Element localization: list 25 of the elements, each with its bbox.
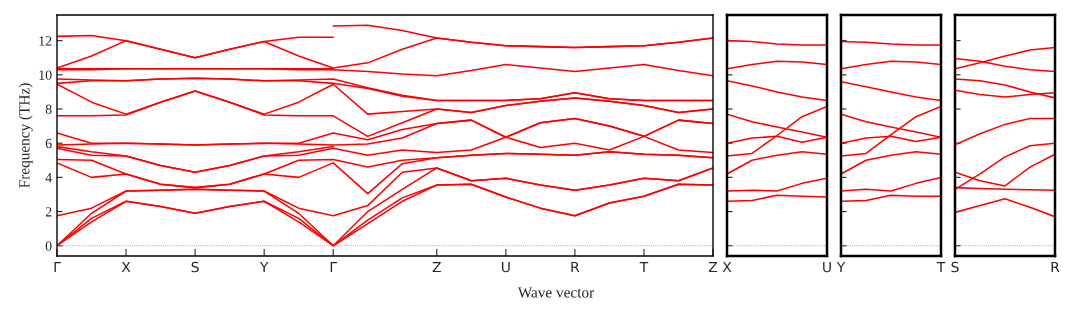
y-tick-label: 8 bbox=[45, 104, 52, 114]
x-tick-label: T bbox=[639, 261, 649, 273]
x-tick-label: R bbox=[1051, 261, 1060, 273]
x-tick-label: X bbox=[121, 261, 131, 273]
x-tick-label: U bbox=[501, 261, 510, 273]
x-tick-label: U bbox=[823, 261, 831, 273]
y-tick-label: 4 bbox=[45, 173, 52, 183]
x-tick-label: T bbox=[936, 261, 946, 273]
x-tick-label: S bbox=[191, 261, 199, 273]
y-tick-label: 10 bbox=[39, 70, 52, 80]
x-tick-label: Z bbox=[708, 261, 718, 273]
x-tick-label: Γ bbox=[330, 261, 337, 273]
y-tick-label: 2 bbox=[45, 207, 52, 217]
y-axis-title: Frequency (THz) bbox=[18, 83, 33, 188]
x-tick-label: Y bbox=[259, 261, 269, 273]
y-tick-label: 6 bbox=[45, 138, 52, 149]
x-tick-label: Γ bbox=[54, 261, 61, 273]
x-tick-label: X bbox=[722, 261, 732, 273]
x-axis-title: Wave vector bbox=[517, 287, 595, 298]
x-tick-label: S bbox=[951, 261, 959, 273]
x-tick-label: Y bbox=[836, 261, 846, 273]
y-tick-label: 0 bbox=[45, 241, 52, 251]
x-tick-label: R bbox=[571, 261, 580, 273]
x-tick-label: Z bbox=[432, 261, 441, 273]
y-tick-label: 12 bbox=[39, 36, 52, 46]
